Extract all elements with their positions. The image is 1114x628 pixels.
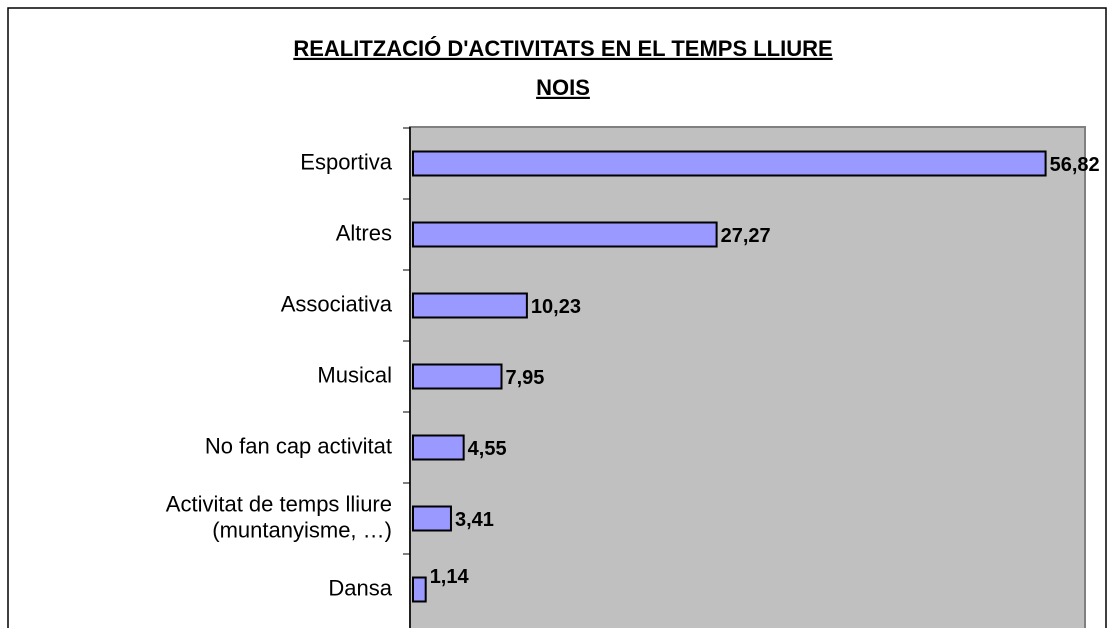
category-label: Dansa xyxy=(328,575,392,600)
chart-subtitle: NOIS xyxy=(536,75,590,100)
value-label: 10,23 xyxy=(531,296,581,318)
bar xyxy=(412,434,465,461)
value-label: 3,41 xyxy=(455,509,494,531)
category-label: Altres xyxy=(336,220,392,245)
category-label: Activitat de temps lliure (muntanyisme, …… xyxy=(166,491,392,542)
value-label: 27,27 xyxy=(721,225,771,247)
value-label: 4,55 xyxy=(468,438,507,460)
plot-area xyxy=(409,126,1086,628)
bar xyxy=(412,505,452,532)
chart-border xyxy=(7,7,1107,628)
value-label: 56,82 xyxy=(1050,154,1100,176)
chart-title: REALITZACIÓ D'ACTIVITATS EN EL TEMPS LLI… xyxy=(293,36,832,61)
bar xyxy=(412,221,718,248)
bar xyxy=(412,576,427,603)
category-label: Musical xyxy=(317,362,392,387)
category-label: No fan cap activitat xyxy=(205,433,392,458)
value-label: 7,95 xyxy=(506,367,545,389)
bar xyxy=(412,363,503,390)
category-label: Esportiva xyxy=(300,149,392,174)
category-label: Associativa xyxy=(281,291,393,316)
bar xyxy=(412,292,528,319)
value-label: 1,14 xyxy=(430,566,470,588)
bar xyxy=(412,150,1047,177)
